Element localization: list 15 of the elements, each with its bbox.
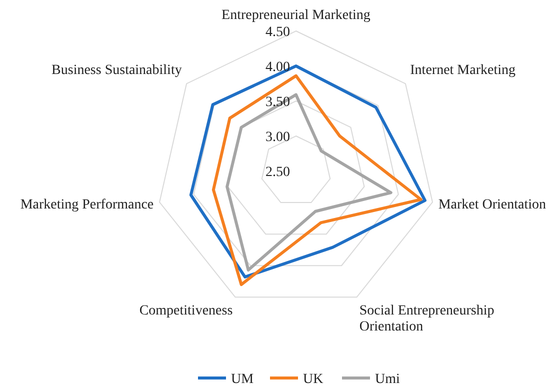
spoke-label: Market Orientation <box>438 197 546 212</box>
y-tick-label: 4.00 <box>266 60 290 75</box>
spoke-label: Social Entrepreneurship Orientation <box>359 304 494 335</box>
legend-label: Umi <box>375 372 400 387</box>
y-tick-label: 4.50 <box>266 24 290 40</box>
y-tick-label: 3.50 <box>266 94 290 110</box>
spoke-label: Marketing Performance <box>20 197 154 212</box>
legend-label: UK <box>303 372 324 387</box>
spoke-label: Competitiveness <box>139 304 233 319</box>
spoke-label: Internet Marketing <box>410 62 516 78</box>
spoke-label: Entrepreneurial Marketing <box>222 8 370 23</box>
y-tick-label: 3.00 <box>266 130 290 145</box>
y-tick-label: 2.50 <box>266 164 290 180</box>
legend-label: UM <box>231 372 254 387</box>
spoke-label: Business Sustainability <box>52 62 182 78</box>
